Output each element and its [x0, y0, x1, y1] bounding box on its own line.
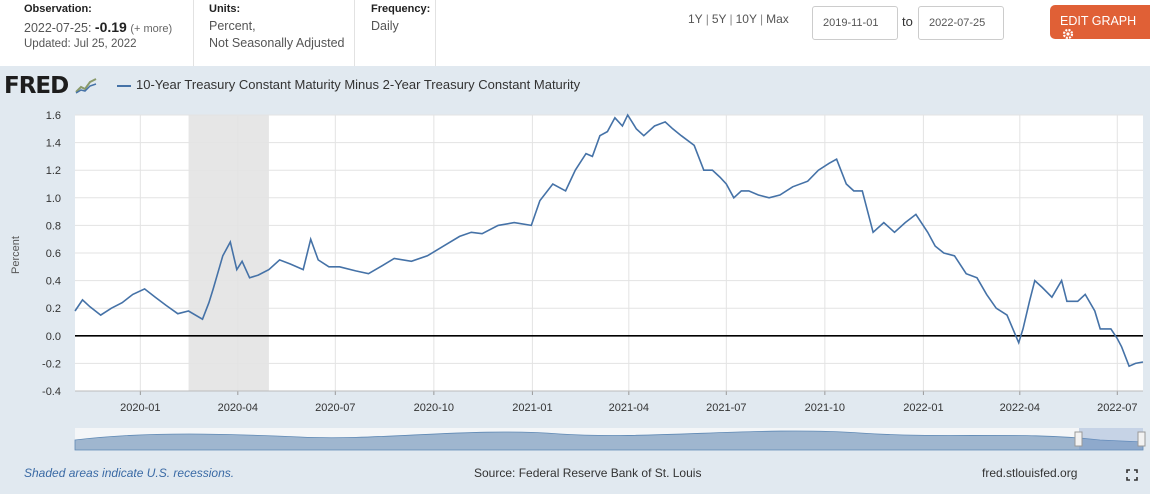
y-axis-label: Percent — [10, 236, 22, 274]
observation-info: Observation: 2022-07-25: -0.19 (+ more) … — [24, 0, 194, 66]
more-link[interactable]: (+ more) — [130, 23, 173, 35]
grid-lines — [75, 114, 1143, 392]
navigator-selection[interactable] — [1079, 428, 1143, 450]
x-tick-label: 2022-07 — [1097, 402, 1137, 414]
x-tick-label: 2020-10 — [414, 402, 454, 414]
range-separator: | — [759, 12, 764, 26]
to-label: to — [902, 14, 913, 29]
y-tick-label: 1.6 — [46, 110, 61, 122]
y-tick-label: 0.0 — [46, 331, 61, 343]
y-axis-ticks: 1.6 1.4 1.2 1.0 0.8 0.6 0.4 0.2 0.0 -0.2 -0.4 — [42, 110, 61, 398]
frequency-label: Frequency: — [371, 3, 431, 15]
gear-icon — [1062, 28, 1074, 40]
x-tick-label: 2022-04 — [1000, 402, 1040, 414]
x-tick-label: 2020-01 — [120, 402, 160, 414]
range-separator: | — [729, 12, 733, 26]
range-1y[interactable]: 1Y — [688, 12, 703, 26]
edit-graph-label: EDIT GRAPH — [1060, 14, 1137, 28]
observation-label: Observation: — [24, 3, 92, 15]
x-tick-label: 2021-01 — [512, 402, 552, 414]
units-line2: Not Seasonally Adjusted — [209, 36, 345, 50]
source-text: Source: Federal Reserve Bank of St. Loui… — [474, 466, 702, 480]
y-tick-label: 0.6 — [46, 248, 61, 260]
line-chart: 1.6 1.4 1.2 1.0 0.8 0.6 0.4 0.2 0.0 -0.2 -0.4 2020… — [10, 110, 1146, 451]
navigator-right-handle[interactable] — [1137, 431, 1146, 447]
x-tick-label: 2021-10 — [805, 402, 845, 414]
fullscreen-icon[interactable] — [1126, 469, 1138, 481]
recession-footnote: Shaded areas indicate U.S. recessions. — [24, 466, 235, 480]
frequency-info: Frequency: Daily — [362, 0, 436, 66]
x-tick-label: 2021-04 — [609, 402, 649, 414]
site-link[interactable]: fred.stlouisfed.org — [982, 466, 1078, 480]
y-tick-label: 0.4 — [46, 276, 61, 288]
y-tick-label: 0.8 — [46, 220, 61, 232]
units-info: Units: Percent, Not Seasonally Adjusted — [200, 0, 355, 66]
logo-chart-icon — [75, 78, 98, 94]
fred-logo[interactable]: FRED — [4, 73, 98, 99]
x-tick-label: 2021-07 — [706, 402, 746, 414]
legend-swatch — [117, 84, 131, 87]
units-label: Units: — [209, 3, 241, 15]
y-tick-label: 1.4 — [46, 138, 61, 150]
range-selector: 1Y | 5Y | 10Y | Max — [688, 12, 789, 26]
updated-date: Updated: Jul 25, 2022 — [24, 38, 137, 50]
navigator-area — [74, 430, 1144, 451]
edit-graph-button[interactable]: EDIT GRAPH — [1050, 5, 1150, 40]
navigator-left-handle[interactable] — [1074, 431, 1083, 447]
range-5y[interactable]: 5Y — [711, 12, 727, 26]
y-tick-label: -0.4 — [42, 386, 61, 398]
top-bar: Observation: 2022-07-25: -0.19 (+ more) … — [0, 0, 1150, 66]
frequency-value: Daily — [371, 19, 399, 33]
observation-value: -0.19 — [94, 19, 127, 35]
x-tick-label: 2020-07 — [315, 402, 355, 414]
y-tick-label: 1.2 — [46, 165, 61, 177]
series-line — [74, 113, 1144, 368]
range-separator: | — [705, 12, 709, 26]
series-title: 10-Year Treasury Constant Maturity Minus… — [136, 77, 581, 92]
y-tick-label: 1.0 — [46, 193, 61, 205]
range-10y[interactable]: 10Y — [735, 12, 757, 26]
navigator[interactable] — [74, 428, 1146, 451]
x-axis-ticks: 2020-01 2020-04 2020-07 2020-10 2021-01 2021-… — [120, 391, 1137, 414]
observation-value-line: 2022-07-25: -0.19 (+ more) — [24, 19, 193, 35]
x-tick-label: 2020-04 — [218, 402, 258, 414]
units-line1: Percent, — [209, 19, 256, 33]
series-legend: 10-Year Treasury Constant Maturity Minus… — [117, 77, 580, 92]
end-date-input[interactable]: 2022-07-25 — [918, 6, 1004, 40]
observation-date: 2022-07-25: — [24, 21, 92, 35]
y-tick-label: 0.2 — [46, 303, 61, 315]
y-tick-label: -0.2 — [42, 358, 61, 370]
range-max[interactable]: Max — [766, 12, 789, 26]
start-date-input[interactable]: 2019-11-01 — [812, 6, 898, 40]
x-tick-label: 2022-01 — [903, 402, 943, 414]
